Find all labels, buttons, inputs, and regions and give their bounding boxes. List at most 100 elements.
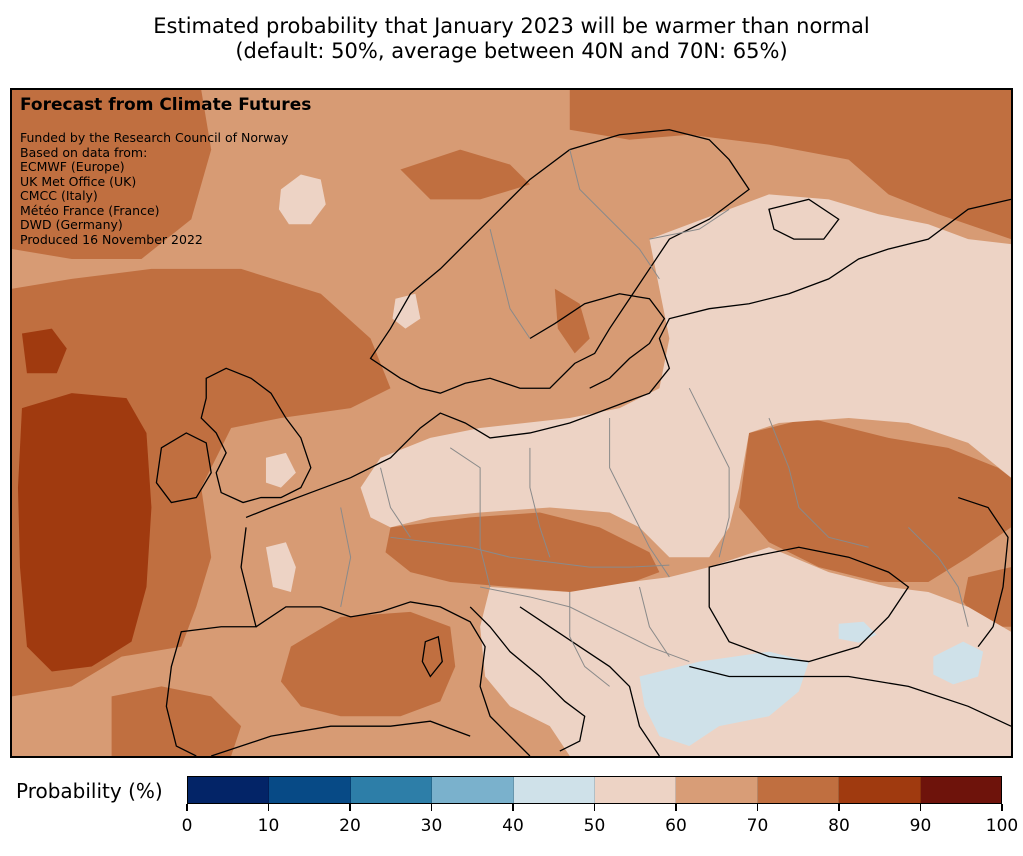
colorbar-segment-0: [188, 777, 270, 803]
region-50-60-norway-coast: [392, 293, 421, 329]
border-11: [649, 208, 730, 240]
border-6: [480, 586, 690, 663]
borders: [340, 149, 969, 687]
colorbar-segment-7: [757, 777, 840, 803]
border-9: [489, 229, 531, 339]
tick-label: 30: [420, 816, 443, 836]
border-2: [529, 447, 551, 558]
coastline-caspian: [958, 496, 1009, 648]
tick-label: 80: [828, 816, 850, 836]
info-line-meteofrance: Météo France (France): [20, 202, 160, 218]
info-line-cmcc: CMCC (Italy): [20, 188, 98, 203]
coastline-med-north: [255, 601, 531, 756]
tick-mark: [919, 804, 921, 811]
coastline-italy: [469, 606, 586, 752]
tick-label: 70: [746, 816, 769, 836]
region-50-60-iceland-patch: [278, 174, 326, 225]
info-line-based-on: Based on data from:: [20, 144, 148, 160]
border-1: [449, 447, 491, 588]
border-8: [639, 586, 670, 657]
tick-mark: [1001, 804, 1003, 811]
border-15: [380, 467, 411, 538]
border-3: [609, 418, 670, 578]
tick-label: 0: [181, 816, 193, 836]
region-50-60-iberia-west: [265, 542, 296, 592]
coastlines: [155, 129, 1011, 756]
region-50-60-britain: [265, 452, 296, 488]
colorbar-segment-8: [839, 777, 921, 803]
region-40-50-aegean: [639, 651, 809, 747]
border-10: [569, 149, 660, 280]
tick-mark: [838, 804, 840, 811]
tick-label: 40: [502, 816, 524, 836]
colorbar-segment-1: [269, 777, 351, 803]
colorbar-segment-6: [676, 777, 758, 803]
region-70-80-scandinavia: [400, 149, 530, 200]
tick-label: 20: [339, 816, 361, 836]
coastline-continent: [245, 198, 1011, 519]
region-50-60-southeast: [480, 547, 1011, 756]
info-line-produced: Produced 16 November 2022: [20, 231, 203, 247]
info-line-dwd: DWD (Germany): [20, 217, 123, 232]
region-70-80-finland: [554, 288, 590, 354]
tick-label: 100: [985, 816, 1019, 836]
border-4: [688, 387, 730, 558]
info-heading: Forecast from Climate Futures: [20, 95, 312, 115]
tick-label: 60: [665, 816, 687, 836]
title-line-1: Estimated probability that January 2023 …: [153, 14, 870, 38]
tick-mark: [430, 804, 432, 811]
region-70-80-iberia: [111, 686, 242, 756]
title-line-2: (default: 50%, average between 40N and 7…: [235, 39, 788, 63]
colorbar-segment-5: [595, 777, 677, 803]
coastline-black-sea: [708, 546, 910, 663]
coastline-iberia: [165, 527, 257, 756]
probability-map: [10, 88, 1013, 758]
region-70-80-ukraine: [739, 418, 1011, 583]
info-line-funding: Funded by the Research Council of Norway: [20, 130, 289, 145]
coastline-ireland: [155, 432, 212, 504]
coastline-africa: [210, 720, 471, 756]
info-line-ecmwf: ECMWF (Europe): [20, 159, 125, 174]
region-40-50-caucasus: [933, 641, 984, 685]
colorbar-segment-3: [432, 777, 514, 803]
tick-mark: [349, 804, 351, 811]
border-14: [340, 507, 352, 607]
region-80-90-small: [21, 328, 67, 374]
border-7: [569, 591, 610, 687]
tick-mark: [186, 804, 188, 811]
coastline-white-sea: [768, 198, 840, 240]
tick-mark: [593, 804, 595, 811]
tick-label: 10: [257, 816, 280, 836]
region-70-80-northwest: [12, 90, 212, 259]
info-block: Forecast from Climate Futures Funded by …: [20, 95, 311, 247]
region-70-80-northeast: [569, 90, 1011, 240]
colorbar-ticks: 0 10 20 30 40 50 60 70 80 90 100: [182, 804, 1018, 854]
region-80-90-west: [17, 393, 152, 672]
coastline-britain: [200, 367, 312, 504]
border-12: [768, 417, 869, 548]
map-canvas: [12, 90, 1011, 756]
coastline-balkans: [519, 606, 660, 756]
region-70-80-central-europe: [385, 512, 660, 592]
tick-mark: [756, 804, 758, 811]
tick-mark: [675, 804, 677, 811]
tick-mark: [267, 804, 269, 811]
colorbar-segment-4: [513, 777, 596, 803]
chart-title: Estimated probability that January 2023 …: [0, 14, 1023, 64]
border-5: [390, 536, 670, 568]
coastline-turkey: [689, 665, 1011, 727]
colorbar-label: Probability (%): [16, 779, 163, 803]
coastline-sardinia: [421, 635, 443, 678]
coastline-scandinavia: [369, 129, 750, 394]
border-13: [908, 527, 969, 627]
colorbar-segment-9: [920, 777, 1002, 803]
tick-label: 50: [583, 816, 606, 836]
coastline-baltic: [529, 293, 666, 389]
region-70-80-mediterranean: [280, 611, 456, 717]
info-line-ukmo: UK Met Office (UK): [20, 173, 137, 189]
colorbar: [187, 776, 1002, 804]
tick-label: 90: [909, 816, 932, 836]
colorbar-segment-2: [350, 777, 433, 803]
region-50-60-east: [360, 194, 1011, 558]
tick-mark: [512, 804, 514, 811]
